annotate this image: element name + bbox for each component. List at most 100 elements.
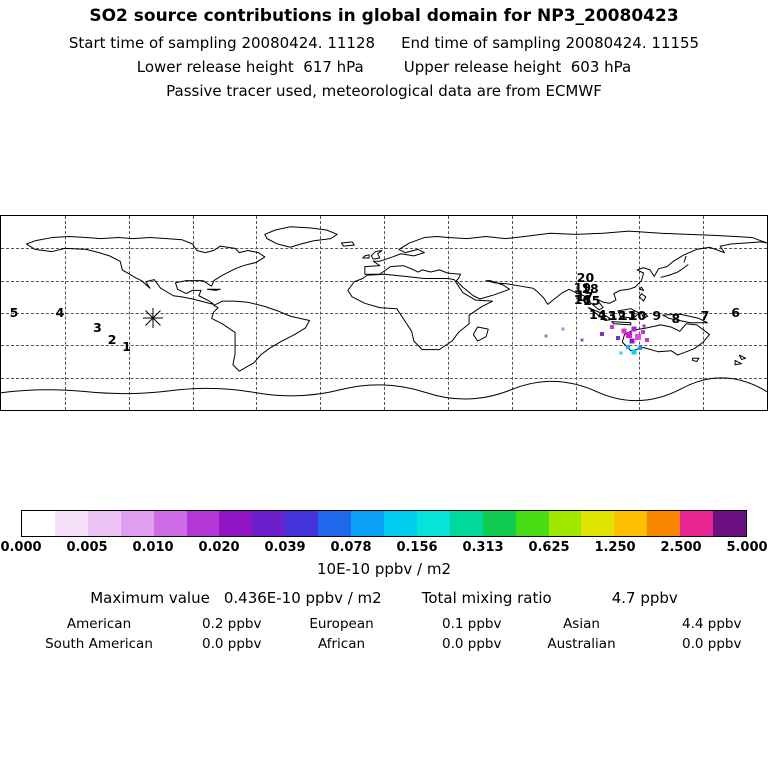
borneo-outline bbox=[618, 309, 639, 319]
source-marker-6: 6 bbox=[731, 304, 740, 320]
colorbar-segment bbox=[219, 511, 253, 536]
africa-outline bbox=[348, 274, 493, 349]
japan-outline bbox=[661, 265, 689, 278]
tracer-text: Passive tracer used, meteorological data… bbox=[166, 82, 602, 100]
gridline-horizontal bbox=[1, 280, 767, 282]
ireland-outline bbox=[363, 255, 369, 258]
gridline-horizontal bbox=[1, 377, 767, 379]
region-value: 0.0 ppbv bbox=[442, 636, 502, 652]
colorbar-segment bbox=[482, 511, 516, 536]
region-value: 0.0 ppbv bbox=[682, 636, 742, 652]
star-marker-icon bbox=[142, 308, 163, 329]
britain-outline bbox=[371, 250, 382, 259]
antarctica-coast bbox=[1, 378, 767, 401]
colorbar-segment bbox=[186, 511, 220, 536]
max-value-label: Maximum value bbox=[90, 589, 210, 607]
colorbar-tick-label: 0.020 bbox=[198, 540, 240, 555]
taiwan-outline bbox=[639, 287, 643, 290]
region-name: Asian bbox=[563, 616, 600, 632]
colorbar-segment bbox=[449, 511, 483, 536]
source-marker-16: 16 bbox=[573, 292, 592, 308]
source-marker-10: 10 bbox=[628, 307, 647, 323]
madagascar-outline bbox=[473, 327, 488, 341]
region-value: 4.4 ppbv bbox=[682, 616, 742, 632]
concentration-dot bbox=[642, 324, 646, 328]
region-value: 0.1 ppbv bbox=[442, 616, 502, 632]
sumatra-outline bbox=[588, 308, 611, 321]
colorbar-segment bbox=[680, 511, 714, 536]
source-marker-18: 18 bbox=[581, 280, 599, 296]
tracer-info-line: Passive tracer used, meteorological data… bbox=[0, 82, 768, 100]
colorbar-tick-label: 0.078 bbox=[330, 540, 372, 555]
max-value: 0.436E-10 ppbv / m2 bbox=[223, 589, 382, 607]
colorbar-segment bbox=[713, 511, 746, 536]
concentration-dot bbox=[637, 345, 642, 350]
concentration-dot bbox=[640, 330, 645, 335]
colorbar-segment bbox=[285, 511, 319, 536]
source-marker-19: 19 bbox=[573, 279, 592, 295]
source-marker-14: 14 bbox=[589, 306, 607, 322]
source-marker-3: 3 bbox=[93, 319, 102, 335]
concentration-dot bbox=[616, 336, 621, 341]
region-name: American bbox=[66, 616, 132, 632]
south-america-outline bbox=[212, 301, 310, 371]
source-marker-13: 13 bbox=[598, 307, 617, 323]
colorbar-segment bbox=[153, 511, 187, 536]
colorbar-segment bbox=[416, 511, 450, 536]
concentration-dot bbox=[629, 338, 635, 344]
map-overlay: 5 4 3 2 1 20 19 18 17 16 15 14 13 12 11 10 9 8 7 6 bbox=[1, 216, 767, 410]
colorbar-ticks: 0.000 0.005 0.010 0.020 0.039 0.078 0.156 0.313… bbox=[0, 537, 767, 555]
colorbar-tick-label: 0.010 bbox=[132, 540, 174, 555]
source-marker-20: 20 bbox=[576, 269, 595, 285]
cuba-outline bbox=[207, 289, 220, 290]
source-marker-2: 2 bbox=[107, 331, 117, 347]
source-marker-1: 1 bbox=[122, 338, 131, 354]
sulawesi-outline bbox=[641, 312, 647, 318]
concentration-dot bbox=[625, 344, 630, 349]
colorbar-tick-label: 1.250 bbox=[594, 540, 636, 555]
region-name: Australian bbox=[547, 636, 616, 652]
region-stats: American 0.2 ppbv European 0.1 ppbv Asian 4.4… bbox=[0, 616, 768, 652]
concentration-dot bbox=[600, 332, 605, 337]
source-marker-4: 4 bbox=[55, 304, 65, 320]
greenland-outline bbox=[265, 227, 337, 247]
total-mixing-value: 4.7 ppbv bbox=[611, 589, 678, 607]
colorbar-segment bbox=[383, 511, 417, 536]
colorbar-segment bbox=[515, 511, 549, 536]
colorbar-tick-label: 0.005 bbox=[66, 540, 108, 555]
concentration-dot bbox=[635, 334, 642, 341]
colorbar-segment bbox=[548, 511, 582, 536]
java-outline bbox=[612, 322, 631, 325]
colorbar-tick-label: 0.625 bbox=[528, 540, 570, 555]
colorbar-segment bbox=[87, 511, 121, 536]
colorbar-segment bbox=[318, 511, 352, 536]
new-zealand-north-outline bbox=[739, 355, 745, 359]
source-marker-5: 5 bbox=[9, 304, 19, 320]
upper-height-text: Upper release height 603 hPa bbox=[403, 58, 632, 76]
iceland-outline bbox=[341, 242, 354, 246]
start-time-text: Start time of sampling 20080424. 11128 bbox=[68, 34, 376, 52]
colorbar-segment bbox=[647, 511, 681, 536]
release-heights-line: Lower release height 617 hPa Upper relea… bbox=[0, 58, 768, 76]
colorbar-tick-label: 0.156 bbox=[396, 540, 438, 555]
colorbar-tick-label: 0.039 bbox=[264, 540, 306, 555]
plot-title: SO2 source contributions in global domai… bbox=[89, 6, 679, 26]
world-map: 5 4 3 2 1 20 19 18 17 16 15 14 13 12 11 10 9 8 7 6 bbox=[0, 215, 768, 411]
new-guinea-outline bbox=[663, 314, 708, 323]
colorbar-segment bbox=[120, 511, 154, 536]
philippines-outline bbox=[639, 294, 645, 302]
concentration-dot bbox=[580, 338, 584, 342]
concentration-dot bbox=[626, 332, 633, 339]
concentration-dot bbox=[561, 327, 565, 331]
north-america-outline bbox=[27, 236, 265, 304]
region-name: European bbox=[309, 616, 374, 632]
concentration-dot bbox=[621, 328, 627, 334]
colorbar-segment bbox=[581, 511, 615, 536]
total-mixing-label: Total mixing ratio bbox=[421, 589, 552, 607]
colorbar-segments bbox=[21, 510, 747, 537]
new-zealand-south-outline bbox=[735, 360, 741, 364]
region-name: African bbox=[317, 636, 366, 652]
region-value: 0.2 ppbv bbox=[202, 616, 262, 632]
gridline-horizontal bbox=[1, 313, 767, 314]
